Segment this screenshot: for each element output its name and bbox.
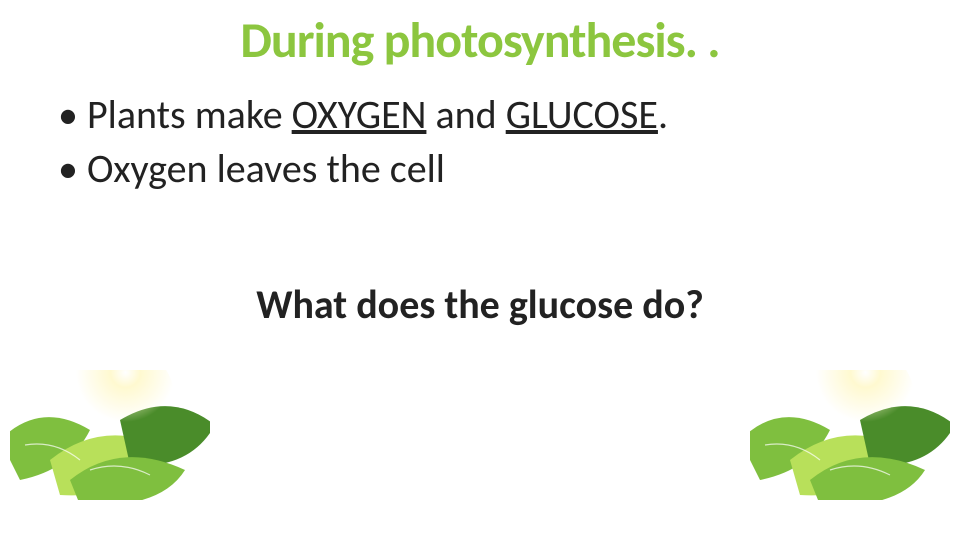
bullet-item-2: Oxygen leaves the cell bbox=[58, 144, 668, 194]
underlined-term: GLUCOSE bbox=[506, 90, 658, 139]
slide: During photosynthesis. . Plants make OXY… bbox=[0, 0, 960, 540]
leaf-image-left bbox=[10, 370, 210, 500]
text: . bbox=[658, 90, 668, 139]
leaf-icon bbox=[10, 370, 210, 500]
bullet-list: Plants make OXYGEN and GLUCOSE. Oxygen l… bbox=[58, 90, 668, 198]
underlined-term: OXYGEN bbox=[292, 90, 427, 139]
slide-title: During photosynthesis. . bbox=[0, 10, 960, 71]
bullet-item-1: Plants make OXYGEN and GLUCOSE. bbox=[58, 90, 668, 140]
leaf-image-right bbox=[750, 370, 950, 500]
text: and bbox=[426, 90, 505, 139]
text: Plants make bbox=[87, 90, 292, 139]
leaf-icon bbox=[750, 370, 950, 500]
text: Oxygen leaves the cell bbox=[87, 144, 445, 193]
question-text: What does the glucose do? bbox=[0, 280, 960, 329]
